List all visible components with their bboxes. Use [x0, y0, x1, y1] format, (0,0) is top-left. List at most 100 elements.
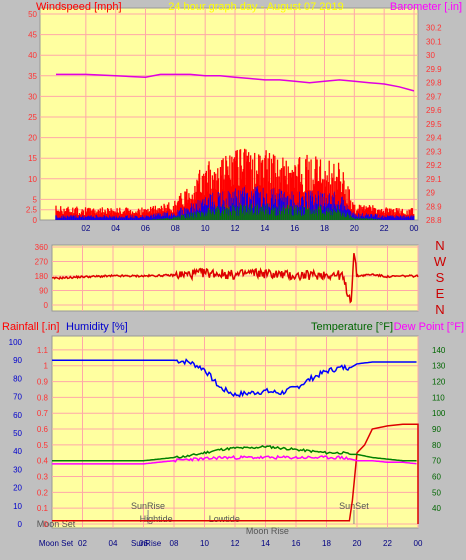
hour-tick-label: 14 [261, 539, 270, 548]
temperature-tick-label: 130 [432, 362, 446, 371]
direction-tick-label: 180 [35, 272, 49, 281]
barometer-tick-label: 29.5 [426, 120, 442, 129]
barometer-line [56, 73, 415, 92]
hour-tick-label: 04 [109, 539, 118, 548]
barometer-tick-label: 29.6 [426, 106, 442, 115]
temperature-tick-label: 50 [432, 488, 441, 497]
hour-tick-label: 16 [292, 539, 301, 548]
direction-tick-label: 270 [35, 258, 49, 267]
humidity-tick-label: 50 [13, 429, 22, 438]
hour-tick-label: 04 [111, 224, 120, 233]
hour-tick-label: 12 [231, 224, 240, 233]
compass-letter: W [434, 254, 447, 269]
humidity-tick-label: 20 [13, 484, 22, 493]
rainfall-tick-label: 0.2 [37, 488, 49, 497]
hour-tick-label: 02 [78, 539, 87, 548]
rainfall-tick-label: 0.3 [37, 473, 49, 482]
direction-tick-label: 0 [44, 301, 49, 310]
rainfall-tick-label: 0.9 [37, 378, 49, 387]
windspeed-tick-label: 5 [33, 195, 38, 204]
barometer-tick-label: 29.8 [426, 79, 442, 88]
dewpoint-axis-title: Dew Point [°F] [394, 321, 464, 333]
sunrise-label: SunRise [131, 501, 165, 511]
hour-tick-label: 08 [171, 224, 180, 233]
hour-tick-label: 00 [414, 539, 423, 548]
windspeed-tick-label: 25 [28, 113, 37, 122]
rainfall-tick-label: 0.4 [37, 457, 49, 466]
barometer-y-ticks: 28.8 28.9 29 29.1 29.2 29.3 29.4 29.5 29.6 29.7 29… [426, 24, 442, 225]
barometer-tick-label: 29.1 [426, 175, 442, 184]
humidity-line [52, 358, 417, 398]
wind-bars [55, 148, 415, 220]
hour-tick-label: 20 [350, 224, 359, 233]
hour-tick-label: 18 [322, 539, 331, 548]
wind-direction-line [52, 253, 419, 304]
temperature-tick-label: 80 [432, 441, 441, 450]
rainfall-tick-label: 0.8 [37, 393, 49, 402]
rainfall-tick-label: 0.6 [37, 425, 49, 434]
windspeed-tick-label: 40 [28, 51, 37, 60]
windspeed-tick-label: 20 [28, 134, 37, 143]
compass-letter: N [435, 302, 444, 317]
barometer-tick-label: 29.9 [426, 65, 442, 74]
temperature-tick-label: 140 [432, 346, 446, 355]
barometer-tick-label: 29.3 [426, 147, 442, 156]
humidity-tick-label: 40 [13, 447, 22, 456]
hour-tick-label: 08 [170, 539, 179, 548]
hour-tick-label: 12 [231, 539, 240, 548]
hour-tick-label: 00 [410, 224, 419, 233]
wind-y-ticks: 02.5 5 10 15 20 25 30 35 40 45 50 [26, 10, 38, 225]
compass-letter: E [436, 286, 445, 301]
hour-tick-label: 22 [383, 539, 392, 548]
hour-tick-label: 10 [200, 539, 209, 548]
windspeed-tick-label: 30 [28, 92, 37, 101]
compass-letter: S [436, 270, 445, 285]
humidity-tick-label: 80 [13, 374, 22, 383]
rainfall-tick-label: 1 [44, 362, 49, 371]
hour-tick-label: 14 [260, 224, 269, 233]
humidity-tick-label: 70 [13, 393, 22, 402]
windspeed-tick-label: 0 [33, 216, 38, 225]
windspeed-tick-label: 2.5 [26, 206, 38, 215]
barometer-tick-label: 28.9 [426, 202, 442, 211]
windspeed-tick-label: 15 [28, 154, 37, 163]
dewpoint-line [52, 454, 417, 465]
windspeed-tick-label: 45 [28, 31, 37, 40]
temperature-axis-title: Temperature [°F] [311, 321, 393, 333]
hour-tick-label: 20 [353, 539, 362, 548]
barometer-tick-label: 28.8 [426, 216, 442, 225]
direction-tick-label: 360 [35, 243, 49, 252]
windspeed-axis-title: Windspeed [mph] [36, 1, 122, 13]
rainfall-tick-label: 0.5 [37, 441, 49, 450]
rainfall-axis-title: Rainfall [.in] [2, 321, 59, 333]
temperature-tick-label: 70 [432, 457, 441, 466]
humidity-axis-title: Humidity [%] [66, 321, 128, 333]
direction-y-ticks: 0 90 180 270 360 [35, 243, 49, 310]
rainfall-tick-label: 0.1 [37, 504, 49, 513]
wind-grid [40, 8, 418, 220]
barometer-tick-label: 30 [426, 51, 435, 60]
hour-tick-label: 02 [81, 224, 90, 233]
barometer-tick-label: 29.4 [426, 134, 442, 143]
rainfall-tick-label: 1.1 [37, 346, 49, 355]
barometer-tick-label: 30.2 [426, 24, 442, 33]
windspeed-tick-label: 10 [28, 175, 37, 184]
climate-grid [52, 336, 419, 528]
lowtide-label: Lowtide [209, 514, 240, 524]
temperature-line [52, 445, 417, 462]
rainfall-tick-label: 0 [44, 520, 49, 529]
event-markers: SunRise Hightide Lowtide SunSet Moon Set Moon… [37, 501, 369, 548]
hour-tick-label: 06 [141, 224, 150, 233]
temperature-tick-label: 40 [432, 504, 441, 513]
direction-tick-label: 90 [39, 287, 48, 296]
moonset-bottom-label: Moon Set [39, 539, 74, 548]
hour-tick-label: 10 [201, 224, 210, 233]
humidity-tick-label: 0 [18, 520, 23, 529]
moonrise-label: Moon Rise [246, 526, 289, 536]
humidity-tick-label: 10 [13, 502, 22, 511]
rainfall-tick-label: 0.7 [37, 409, 49, 418]
hour-tick-label: 06 [139, 539, 148, 548]
temperature-tick-label: 60 [432, 473, 441, 482]
